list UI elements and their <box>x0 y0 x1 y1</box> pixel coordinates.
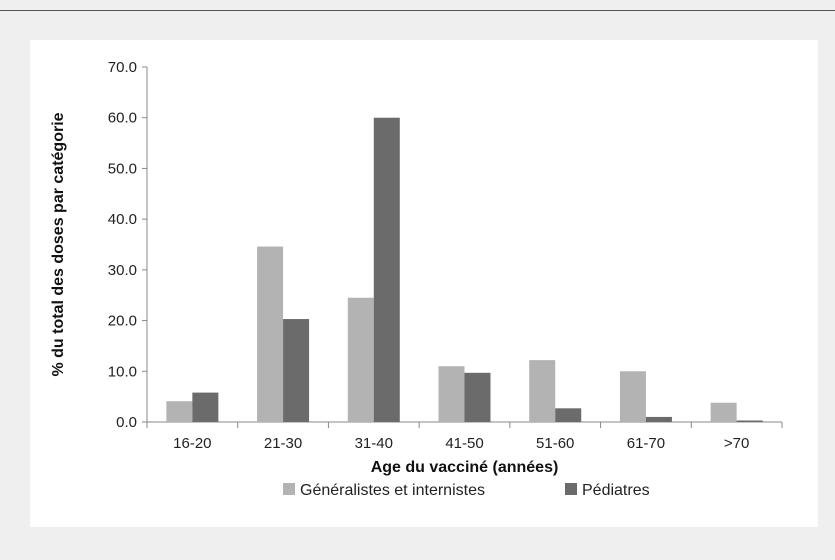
y-tick-label: 20.0 <box>108 313 137 330</box>
bar-generalistes <box>438 366 465 422</box>
legend-label: Généralistes et internistes <box>300 482 485 499</box>
x-tick-label: 31-40 <box>355 435 393 452</box>
x-tick-label: 41-50 <box>445 435 483 452</box>
x-tick-label: 21-30 <box>264 435 302 452</box>
bar-generalistes <box>347 297 374 422</box>
legend-label: Pédiatres <box>582 482 650 499</box>
bar-pediatres <box>555 408 582 422</box>
bar-generalistes <box>529 360 556 422</box>
x-axis-title: Age du vacciné (années) <box>371 459 559 476</box>
bar-pediatres <box>645 416 672 422</box>
bar-pediatres <box>736 420 763 422</box>
bar-generalistes <box>257 246 284 422</box>
y-axis-title: % du total des doses par catégorie <box>50 112 67 376</box>
bar-generalistes <box>710 402 737 422</box>
bar-pediatres <box>373 117 400 422</box>
top-divider <box>0 10 835 11</box>
legend-swatch <box>283 483 295 495</box>
y-tick-label: 60.0 <box>108 110 137 127</box>
x-tick-label: 16-20 <box>173 435 211 452</box>
bar-pediatres <box>283 319 310 422</box>
x-tick-label: 51-60 <box>536 435 574 452</box>
y-tick-label: 10.0 <box>108 363 137 380</box>
x-tick-label: 61-70 <box>627 435 665 452</box>
y-tick-label: 0.0 <box>116 414 137 431</box>
bar-generalistes <box>619 371 646 422</box>
legend-swatch <box>565 483 577 495</box>
y-tick-label: 30.0 <box>108 262 137 279</box>
chart-panel: 0.0 10.0 20.0 30.0 40.0 50.0 60.0 70.0 16-20 21-3… <box>30 40 818 527</box>
bar-pediatres <box>464 372 491 422</box>
y-tick-label: 40.0 <box>108 211 137 228</box>
y-tick-label: 50.0 <box>108 160 137 177</box>
bar-generalistes <box>166 401 193 422</box>
bar-pediatres <box>192 392 219 422</box>
x-tick-label: >70 <box>724 435 749 452</box>
y-tick-label: 70.0 <box>108 59 137 76</box>
bar-chart: 0.0 10.0 20.0 30.0 40.0 50.0 60.0 70.0 16-20 21-3… <box>50 59 783 499</box>
